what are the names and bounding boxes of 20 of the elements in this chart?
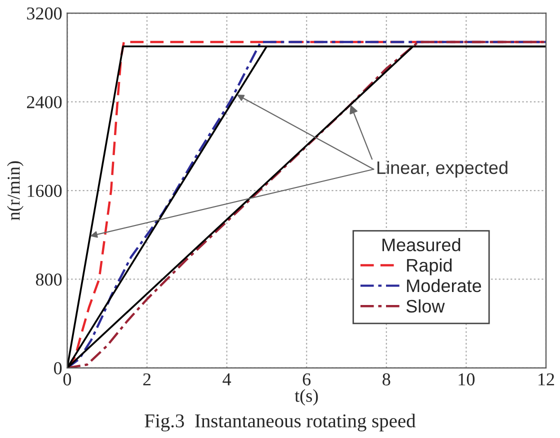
y-tick-label: 1600 (28, 184, 62, 197)
y-tick-label: 800 (36, 273, 62, 286)
legend-label: Slow (406, 299, 445, 313)
x-axis-title: t(s) (294, 389, 318, 406)
legend-label: Moderate (407, 278, 482, 292)
annotation: Linear, expected (378, 160, 508, 178)
caption: Fig.3 Instantaneous rotating speed (144, 414, 416, 432)
y-axis-title: n(r/min) (7, 161, 24, 220)
x-tick-label: 8 (382, 373, 390, 386)
y-tick-label: 2400 (27, 96, 62, 108)
x-tick-label: 6 (302, 373, 311, 386)
legend-title: Measured (382, 238, 460, 252)
y-tick-label: 0 (54, 362, 62, 374)
x-tick-label: 0 (63, 373, 72, 386)
y-tick-label: 3200 (27, 7, 62, 20)
legend-label: Rapid (407, 258, 452, 276)
x-tick-label: 10 (458, 373, 475, 386)
x-tick-label: 4 (222, 373, 232, 386)
x-tick-label: 12 (538, 373, 554, 386)
x-tick-label: 2 (143, 373, 151, 386)
